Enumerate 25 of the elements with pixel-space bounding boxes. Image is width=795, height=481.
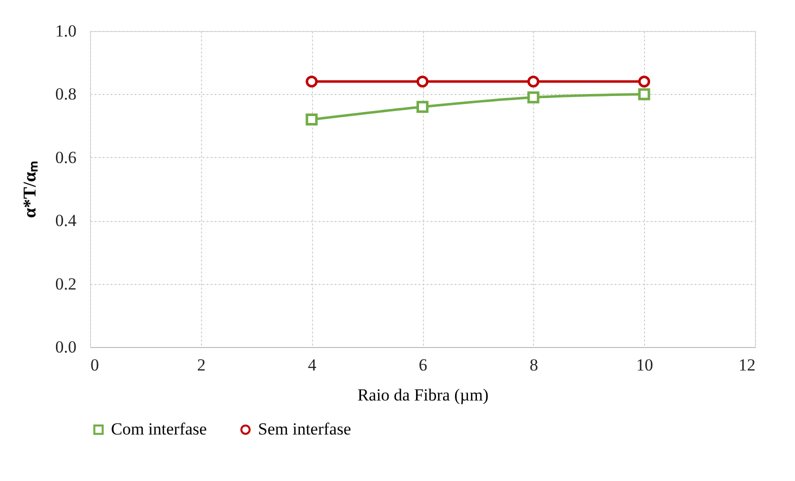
point xyxy=(527,76,540,88)
point xyxy=(416,76,428,88)
point xyxy=(527,91,540,104)
point xyxy=(306,113,318,126)
y-tick-label: 1.0 xyxy=(55,22,76,40)
x-tick-label: 0 xyxy=(90,356,99,374)
point xyxy=(416,100,428,113)
x-tick-label: 12 xyxy=(738,356,756,374)
y-tick-label: 0.8 xyxy=(55,84,76,104)
point xyxy=(306,76,318,88)
x-tick-label: 10 xyxy=(636,356,654,374)
point xyxy=(638,76,650,88)
y-tick-label: 0.2 xyxy=(55,274,76,294)
x-axis-title: Raio da Fibra (µm) xyxy=(357,386,489,404)
legend-label: Com interfase xyxy=(111,420,207,439)
y-tick-label: 0.4 xyxy=(55,211,77,230)
legend-label: Sem interfase xyxy=(258,420,351,439)
x-tick-label: 6 xyxy=(418,356,428,374)
y-tick-label: 0.6 xyxy=(55,148,76,167)
y-axis-title: α*T/αₘ xyxy=(19,160,40,218)
y-tick-label: 0.0 xyxy=(55,338,76,356)
x-tick-label: 4 xyxy=(308,356,317,374)
x-tick-label: 8 xyxy=(530,356,538,374)
point xyxy=(638,88,650,100)
x-tick-label: 2 xyxy=(197,356,206,374)
